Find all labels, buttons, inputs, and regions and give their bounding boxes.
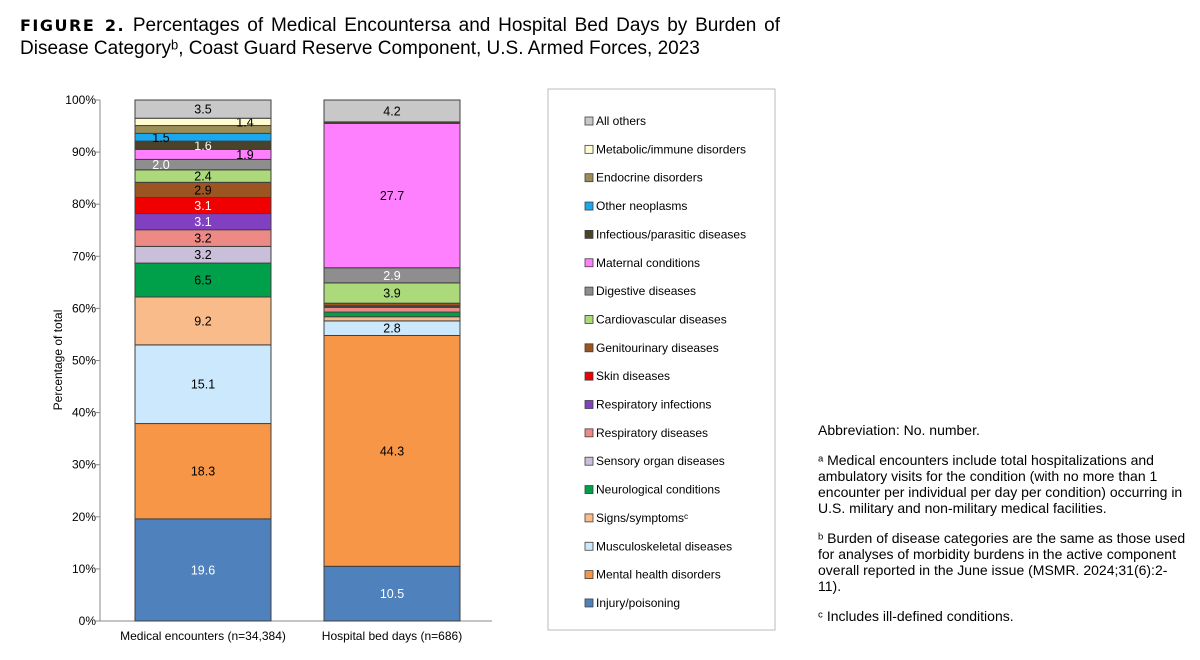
legend-label: Respiratory infections	[596, 398, 711, 412]
data-label: 1.4	[236, 115, 253, 129]
legend-swatch	[584, 229, 594, 239]
legend-swatch	[584, 144, 594, 154]
x-tick-label: Hospital bed days (n=686)	[322, 629, 462, 643]
data-label: 2.8	[383, 322, 400, 336]
bar-segment	[134, 99, 272, 119]
legend-label: Neurological conditions	[596, 483, 720, 497]
y-tick-label: 10%	[72, 562, 96, 576]
data-label: 3.5	[194, 103, 211, 117]
legend-swatch	[584, 485, 594, 494]
legend-label: Respiratory diseases	[596, 426, 708, 440]
bar-segment	[134, 518, 272, 622]
data-label: 9.2	[194, 314, 211, 328]
y-tick-label: 70%	[72, 249, 96, 263]
data-label: 44.3	[380, 444, 404, 458]
legend-swatch	[584, 116, 594, 126]
legend-label: Infectious/parasitic diseases	[596, 227, 746, 241]
y-tick-label: 0%	[79, 614, 97, 628]
legend-label: Cardiovascular diseases	[596, 312, 727, 326]
legend-label: Metabolic/immune disorders	[596, 142, 746, 156]
figure-title: FIGURE 2. Percentages of Medical Encount…	[20, 14, 780, 60]
legend-label: Endocrine disorders	[596, 171, 703, 185]
data-label: 3.2	[194, 232, 211, 246]
legend-swatch	[584, 570, 594, 579]
legend-swatch	[584, 541, 594, 551]
legend-label: Digestive diseases	[596, 284, 696, 298]
data-label: 19.6	[191, 563, 215, 577]
y-tick-label: 100%	[65, 93, 96, 107]
footnote-c: ᶜ Includes ill-defined conditions.	[818, 608, 1014, 624]
data-label: 18.3	[191, 465, 215, 479]
legend-swatch	[584, 286, 594, 296]
legend-label: Maternal conditions	[596, 256, 700, 270]
data-label: 27.7	[380, 189, 404, 203]
figure-title-text: Percentages of Medical Encountersa and H…	[20, 15, 780, 59]
data-label: 2.9	[194, 183, 211, 197]
data-label: 3.2	[194, 248, 211, 262]
legend-swatch	[584, 400, 594, 409]
bar-segment	[323, 334, 461, 567]
y-tick-label: 30%	[72, 458, 96, 472]
footnote-a: ᵃ Medical encounters include total hospi…	[818, 452, 1183, 516]
footnotes: Abbreviation: No. number. ᵃ Medical enco…	[818, 422, 1188, 638]
abbreviation-note: Abbreviation: No. number.	[818, 422, 980, 438]
legend-label: Musculoskeletal diseases	[596, 539, 732, 553]
y-tick-label: 20%	[72, 510, 96, 524]
legend-label: Sensory organ diseases	[596, 454, 725, 468]
legend-swatch	[584, 371, 594, 381]
legend-swatch	[584, 258, 594, 268]
legend-swatch	[584, 428, 594, 438]
legend-label: Other neoplasms	[596, 199, 687, 213]
bar-segment	[134, 296, 272, 346]
data-label: 3.1	[194, 215, 211, 229]
legend-label: Mental health disorders	[596, 568, 721, 582]
bar-segment	[323, 306, 461, 313]
legend-label: Injury/poisoning	[596, 596, 680, 610]
bar-segment	[323, 99, 461, 123]
y-tick-label: 50%	[72, 354, 96, 368]
legend-swatch	[584, 173, 594, 183]
legend-label: Signs/symptomsᶜ	[596, 511, 688, 525]
data-label: 1.9	[236, 148, 253, 162]
y-tick-label: 40%	[72, 406, 96, 420]
legend-label: Genitourinary diseases	[596, 341, 719, 355]
data-label: 10.5	[380, 587, 404, 601]
data-label: 15.1	[191, 378, 215, 392]
legend-label: Skin diseases	[596, 369, 670, 383]
figure-label: FIGURE 2.	[20, 16, 126, 35]
data-label: 3.9	[383, 287, 400, 301]
legend-swatch	[584, 201, 594, 211]
legend-swatch	[584, 598, 594, 608]
y-tick-label: 60%	[72, 301, 96, 315]
bar-segment	[134, 262, 272, 298]
data-label: 1.5	[152, 131, 169, 145]
data-label: 2.0	[152, 158, 169, 172]
bar-segment	[323, 316, 461, 322]
legend-swatch	[584, 456, 594, 466]
data-label: 3.1	[194, 199, 211, 213]
footnote-b: ᵇ Burden of disease categories are the s…	[818, 530, 1186, 594]
y-tick-label: 80%	[72, 197, 96, 211]
y-axis-label: Percentage of total	[51, 310, 65, 411]
data-label: 6.5	[194, 274, 211, 288]
legend-swatch	[584, 513, 594, 523]
x-tick-label: Medical encounters (n=34,384)	[120, 629, 286, 643]
legend-swatch	[584, 315, 594, 324]
data-label: 2.9	[383, 269, 400, 283]
bar-segment	[323, 311, 461, 318]
bar-segment	[323, 565, 461, 622]
bar-segment	[134, 423, 272, 520]
data-label: 4.2	[383, 104, 400, 118]
bar-segment	[134, 344, 272, 425]
legend-label: All others	[596, 114, 646, 128]
data-label: 1.6	[194, 139, 211, 153]
legend-swatch	[584, 343, 594, 353]
y-tick-label: 90%	[72, 145, 96, 159]
data-label: 2.4	[194, 170, 211, 184]
bar-segment	[323, 122, 461, 269]
